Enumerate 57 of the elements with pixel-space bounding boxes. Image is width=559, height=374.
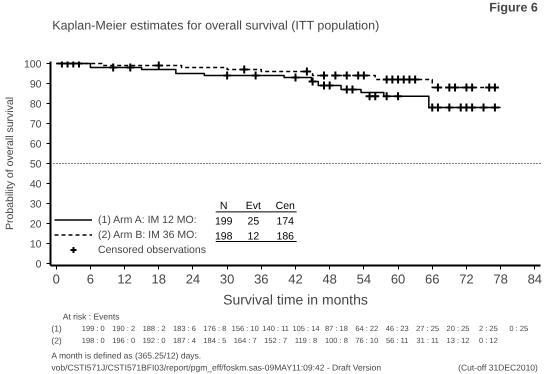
y-tick-label: 90 [30, 78, 42, 90]
chart-subtitle: Figure 6 [489, 0, 538, 14]
legend-label: (1) Arm A: IM 12 MO: [98, 212, 197, 227]
point [318, 70, 329, 80]
x-tick-label: 72 [459, 272, 474, 286]
x-tick-label: 6 [86, 272, 94, 286]
chart-title: Kaplan-Meier estimates for overall survival (ITT population) [52, 18, 380, 32]
x-tick-label: 48 [322, 272, 337, 286]
point [393, 91, 404, 102]
point [154, 62, 164, 70]
y-tick-label: 70 [30, 118, 42, 130]
text: N Evt Cen [220, 200, 295, 212]
y-tick-label: 20 [30, 218, 42, 230]
text: 199 25 174 [214, 216, 294, 228]
point [432, 82, 443, 92]
y-tick-label: 40 [30, 178, 42, 190]
text: A month is defined as (365.25/12) days. [51, 350, 202, 360]
y-tick-label: 80 [30, 98, 42, 110]
x-tick-label: 42 [288, 272, 303, 286]
x-tick-label: 24 [186, 272, 200, 286]
point [125, 62, 136, 72]
x-axis-title: Survival time in months [223, 292, 368, 308]
point [478, 102, 489, 112]
x-tick-label: 36 [254, 272, 269, 286]
point [250, 70, 261, 80]
point [308, 76, 318, 86]
point [108, 62, 118, 72]
legend-label: Censored observations [98, 242, 206, 257]
x-tick-label: 0 [52, 272, 60, 286]
text: vob/CSTI571J/CSTI571BFI03/report/pgm_eff/foskm.sas-09MAY11:09:42 - Draft Version [51, 362, 382, 372]
x-tick-label: 12 [117, 272, 132, 286]
y-axis-title: Probability of overall survival [4, 96, 16, 230]
y-tick-label: 30 [30, 198, 42, 210]
point [302, 66, 312, 76]
point [342, 70, 352, 80]
point [290, 72, 300, 82]
x-tick-label: 18 [152, 272, 166, 286]
text: 198 12 186 [214, 230, 294, 242]
x-tick-label: 84 [528, 272, 542, 286]
x-tick-label: 66 [425, 272, 440, 286]
text: (Cut-off 31DEC2010) [458, 362, 538, 372]
x-tick-label: 30 [220, 272, 234, 286]
point [222, 70, 232, 80]
text: At risk : Events [62, 312, 120, 322]
x-tick-label: 60 [390, 272, 406, 286]
point [382, 91, 392, 102]
point [330, 70, 340, 80]
y-tick-label: 60 [30, 138, 42, 150]
y-tick-label: 0 [36, 258, 42, 270]
legend-label: (2) Arm B: IM 36 MO: [98, 228, 198, 242]
point [444, 102, 454, 112]
point [239, 64, 250, 74]
y-tick-label: 50 [30, 158, 42, 170]
y-tick-label: 10 [30, 238, 42, 250]
y-tick-label: 100 [24, 58, 42, 70]
x-tick-label: 54 [356, 272, 372, 286]
x-tick-label: 78 [493, 272, 508, 286]
